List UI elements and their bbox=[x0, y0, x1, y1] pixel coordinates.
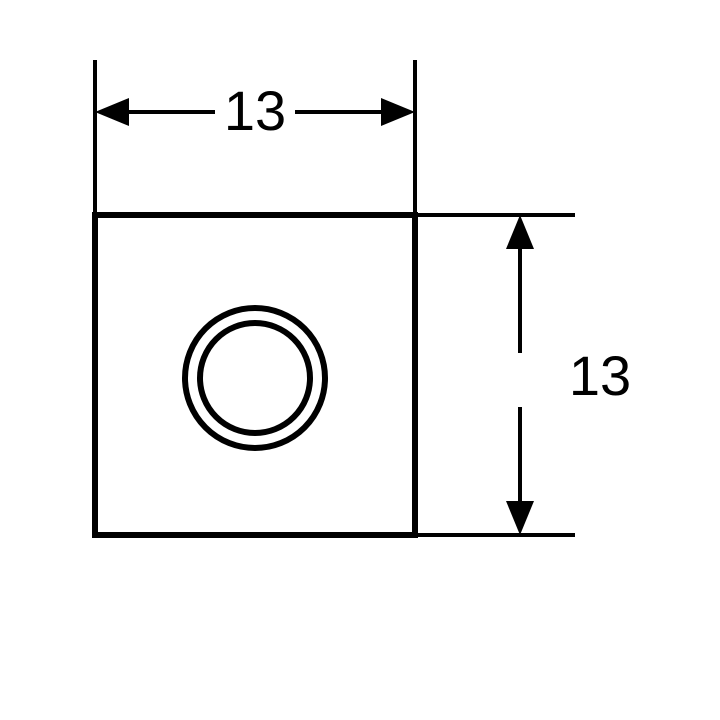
plate-square bbox=[95, 215, 415, 535]
dimension-height bbox=[415, 215, 575, 535]
button-circle bbox=[185, 308, 325, 448]
dimension-height-label: 13 bbox=[569, 344, 631, 407]
dimension-width-label: 13 bbox=[224, 79, 286, 142]
technical-drawing: 13 13 bbox=[0, 0, 720, 720]
